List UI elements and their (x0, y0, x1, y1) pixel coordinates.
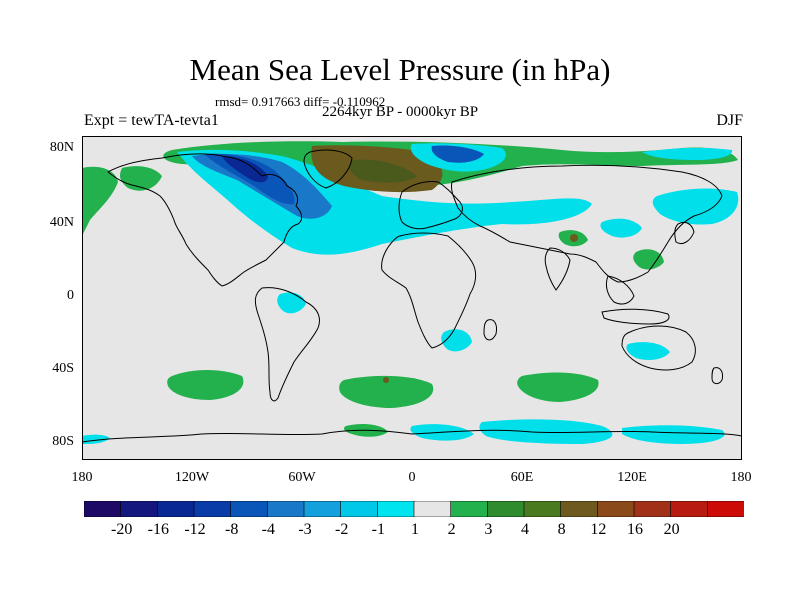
colorbar-swatch (707, 501, 744, 517)
colorbar-swatch (193, 501, 232, 517)
coast-new-zealand (711, 367, 723, 385)
map-frame (82, 136, 742, 460)
time-period: 2264kyr BP - 0000kyr BP (322, 104, 479, 120)
cyan-antarctic-pacific (622, 425, 725, 444)
dark-olive-ridge-core (349, 159, 417, 183)
colorbar-swatch (377, 501, 415, 517)
colorbar (84, 501, 744, 517)
coast-europe (398, 181, 463, 230)
colorbar-swatch (450, 501, 488, 517)
coast-madagascar (483, 319, 497, 341)
coastlines (82, 149, 742, 443)
colorbar-swatch (560, 501, 598, 517)
colorbar-tick-label: -8 (224, 521, 239, 538)
cyan-southern-africa (441, 329, 472, 352)
colorbar-tick-label: 20 (663, 521, 680, 538)
colorbar-swatch (157, 501, 195, 517)
blue-siberia-core (431, 145, 484, 163)
cyan-australia-south (626, 342, 670, 360)
colorbar-tick-label: 16 (627, 521, 643, 538)
lat-label-0: 0 (67, 288, 74, 303)
colorbar-swatch (597, 501, 635, 517)
colorbar-swatch (120, 501, 158, 517)
colorbar-swatch (267, 501, 305, 517)
brown-dot-central-asia (570, 234, 578, 242)
coast-japan (674, 221, 695, 245)
colorbar-tick-label: 12 (590, 521, 607, 538)
colorbar-tick-label: 3 (484, 521, 493, 538)
coast-greenland (303, 149, 353, 189)
colorbar-swatch (487, 501, 525, 517)
colorbar-swatch (303, 501, 342, 517)
darkest-blue-core (222, 156, 268, 183)
coast-asia (451, 164, 723, 283)
cyan-north-pacific-west (652, 188, 739, 225)
lat-label-80s: 80S (52, 434, 74, 449)
coast-antarctica (82, 429, 742, 443)
colorbar-tick-label: -20 (110, 521, 133, 538)
brown-dot-south-atlantic (383, 377, 389, 383)
cyan-east-asia (600, 218, 642, 238)
coast-australia (621, 325, 696, 371)
southern-ocean-green (167, 370, 599, 408)
map-title: Mean Sea Level Pressure (in hPa) (189, 52, 611, 87)
coast-indonesia (601, 308, 670, 325)
colorbar-tick-label: 1 (411, 521, 419, 538)
colorbar-swatch (340, 501, 378, 517)
cyan-antarctic-indian (479, 419, 613, 444)
arctic-anomalies (82, 141, 739, 255)
lat-label-40s: 40S (52, 361, 74, 376)
cyan-antarctic-west (82, 434, 110, 444)
colorbar-tick-label: -16 (147, 521, 169, 538)
colorbar-swatch (84, 501, 122, 517)
colorbar-tick-label: -4 (261, 521, 275, 538)
midlatitude-anomalies (558, 188, 739, 270)
green-south-atlantic (339, 375, 434, 408)
colorbar-tick-label: 4 (521, 521, 529, 538)
colorbar-swatch (413, 501, 452, 517)
season-label: DJF (716, 112, 743, 129)
cyan-pacific-arctic (642, 147, 733, 160)
colorbar-swatch (633, 501, 672, 517)
colorbar-swatch (230, 501, 268, 517)
lat-label-80n: 80N (49, 140, 74, 155)
lon-label-120e: 120E (617, 470, 647, 485)
green-north-pacific-east (82, 166, 118, 236)
coast-india (544, 247, 571, 291)
lon-label-180e: 180 (730, 470, 752, 485)
lon-label-180w: 180 (71, 470, 93, 485)
green-indian-ocean (517, 372, 599, 402)
rmsd-diff-stats: rmsd= 0.917663 diff= -0.110962 (215, 94, 386, 109)
dark-blue-trough-canada (204, 153, 295, 205)
colorbar-tick-label: -12 (184, 521, 206, 538)
southern-cyan-patches (277, 292, 670, 360)
coast-africa (381, 232, 477, 349)
cyan-south-america-west (277, 292, 306, 314)
colorbar-tick-label: 8 (557, 521, 566, 538)
lon-label-60e: 60E (510, 470, 534, 485)
lon-label-120w: 120W (174, 470, 210, 485)
green-south-pacific (167, 370, 244, 400)
colorbar-swatch (523, 501, 562, 517)
experiment-label: Expt = tewTA-tevta1 (84, 112, 219, 129)
lon-label-60w: 60W (288, 470, 316, 485)
lon-label-0: 0 (408, 470, 416, 485)
colorbar-tick-label: -2 (334, 521, 349, 538)
coast-southeast-asia (605, 275, 635, 305)
green-china (633, 249, 664, 270)
colorbar-tick-label: 2 (447, 521, 456, 538)
colorbar-swatch (670, 501, 708, 517)
coast-north-america (107, 153, 303, 287)
colorbar-tick-label: -1 (371, 521, 385, 538)
coast-south-america (254, 287, 320, 402)
pressure-map (82, 136, 742, 460)
colorbar-tick-label: -3 (298, 521, 312, 538)
lat-label-40n: 40N (49, 215, 74, 230)
